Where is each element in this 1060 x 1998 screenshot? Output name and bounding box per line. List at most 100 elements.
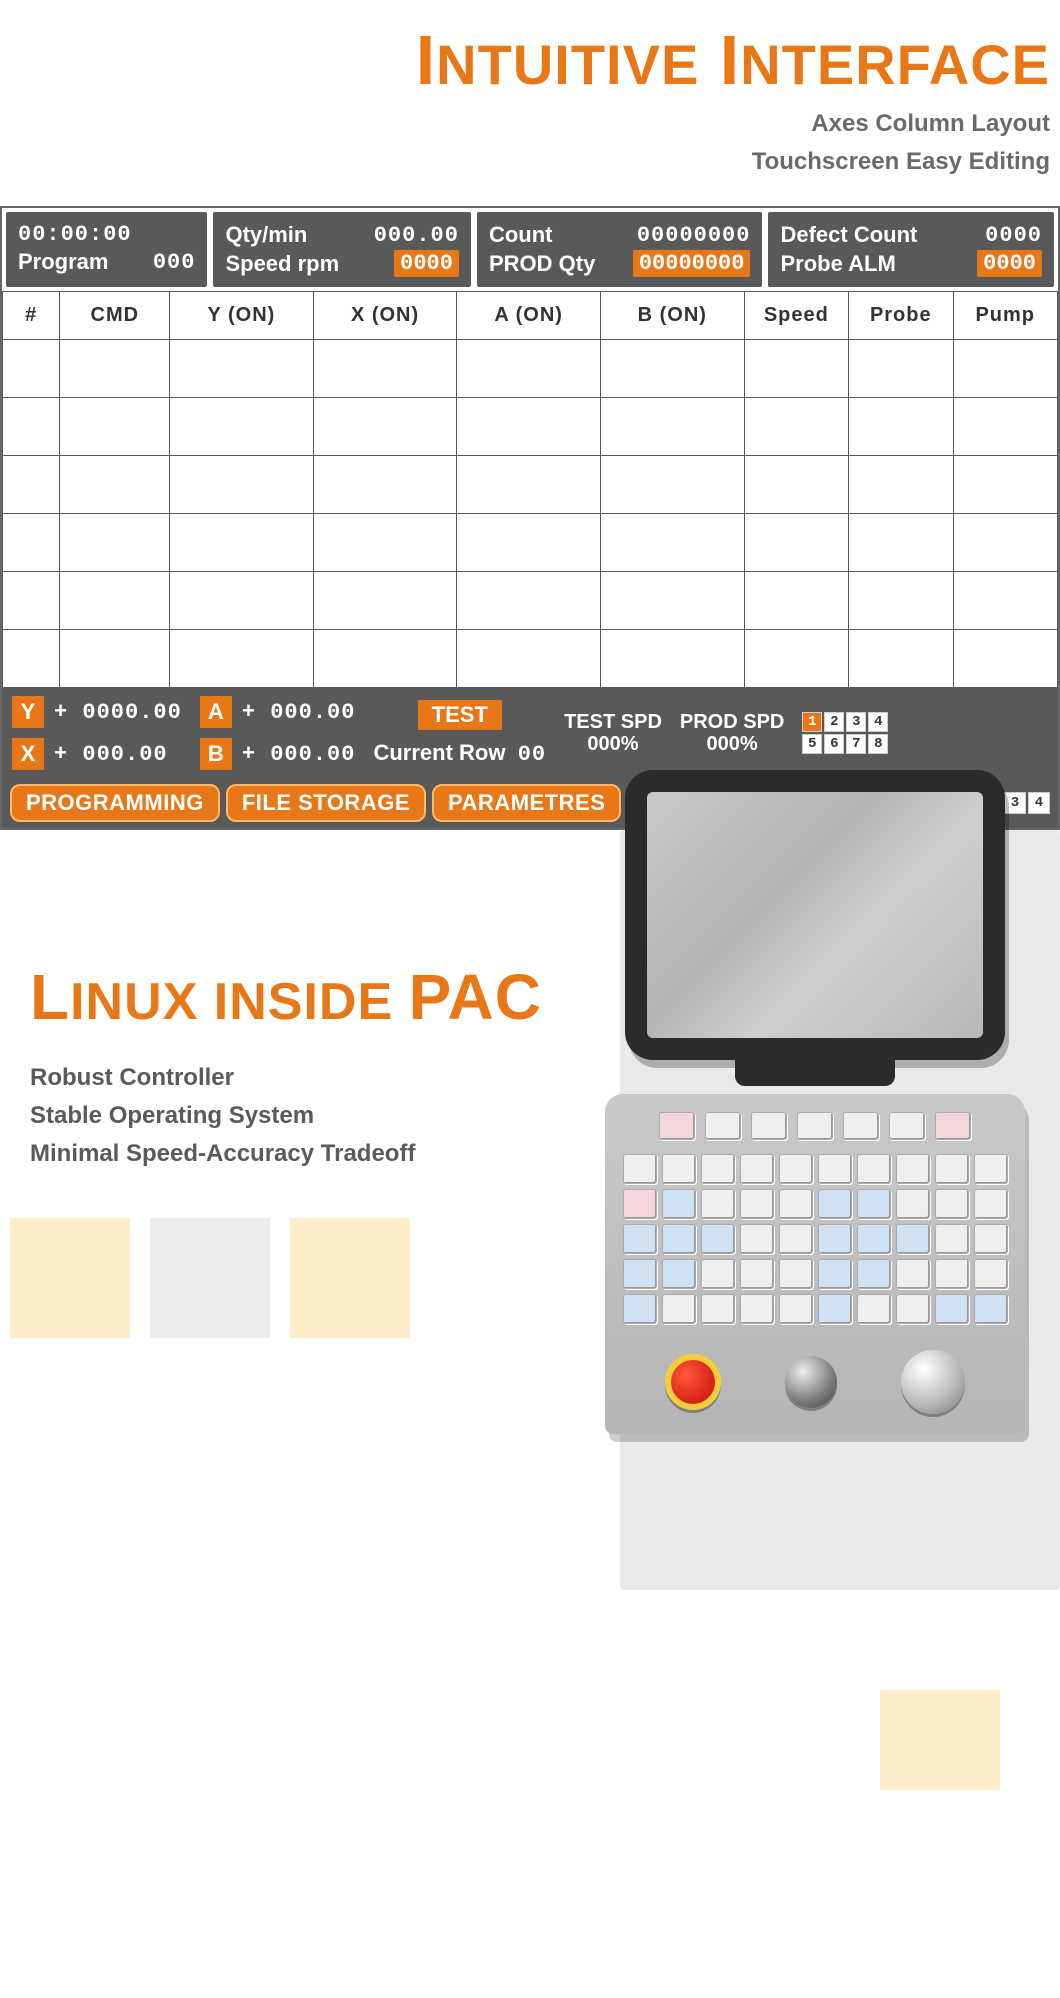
keyboard-key[interactable] [818, 1259, 852, 1289]
numpad-key-8[interactable]: 8 [868, 734, 888, 754]
keyboard-key[interactable] [818, 1189, 852, 1219]
grid-cell[interactable] [600, 630, 744, 688]
keyboard-key[interactable] [779, 1294, 813, 1324]
keyboard-key[interactable] [974, 1154, 1008, 1184]
table-row[interactable] [3, 398, 1058, 456]
grid-cell[interactable] [313, 572, 457, 630]
keyboard-key[interactable] [935, 1294, 969, 1324]
keyboard-key[interactable] [701, 1259, 735, 1289]
grid-cell[interactable] [744, 630, 848, 688]
table-row[interactable] [3, 630, 1058, 688]
grid-cell[interactable] [60, 456, 170, 514]
keyboard-key[interactable] [662, 1259, 696, 1289]
numpad-key-1[interactable]: 1 [802, 712, 822, 732]
keyboard-key[interactable] [896, 1224, 930, 1254]
grid-cell[interactable] [170, 514, 314, 572]
grid-cell[interactable] [313, 630, 457, 688]
table-row[interactable] [3, 514, 1058, 572]
table-row[interactable] [3, 340, 1058, 398]
keyboard-key[interactable] [701, 1154, 735, 1184]
grid-cell[interactable] [953, 340, 1057, 398]
grid-cell[interactable] [457, 340, 601, 398]
fn-key[interactable] [843, 1112, 879, 1140]
tab-programming[interactable]: PROGRAMMING [10, 784, 220, 822]
grid-cell[interactable] [457, 456, 601, 514]
keyboard-key[interactable] [623, 1154, 657, 1184]
grid-cell[interactable] [600, 514, 744, 572]
keyboard-key[interactable] [974, 1189, 1008, 1219]
keyboard-key[interactable] [740, 1224, 774, 1254]
grid-cell[interactable] [953, 456, 1057, 514]
grid-cell[interactable] [313, 340, 457, 398]
keyboard-key[interactable] [974, 1259, 1008, 1289]
keyboard-key[interactable] [740, 1259, 774, 1289]
test-chip[interactable]: TEST [418, 700, 502, 730]
keyboard-key[interactable] [779, 1189, 813, 1219]
grid-cell[interactable] [849, 398, 953, 456]
keyboard-key[interactable] [935, 1154, 969, 1184]
keyboard-key[interactable] [896, 1189, 930, 1219]
grid-cell[interactable] [953, 514, 1057, 572]
table-row[interactable] [3, 456, 1058, 514]
grid-cell[interactable] [3, 398, 60, 456]
keyboard-key[interactable] [701, 1189, 735, 1219]
grid-cell[interactable] [60, 630, 170, 688]
grid-cell[interactable] [600, 456, 744, 514]
grid-cell[interactable] [953, 398, 1057, 456]
program-grid[interactable]: #CMDY (ON)X (ON)A (ON)B (ON)SpeedProbePu… [2, 291, 1058, 688]
fn-key[interactable] [797, 1112, 833, 1140]
grid-cell[interactable] [313, 398, 457, 456]
keyboard-key[interactable] [857, 1294, 891, 1324]
grid-cell[interactable] [744, 572, 848, 630]
grid-cell[interactable] [60, 340, 170, 398]
grid-cell[interactable] [170, 340, 314, 398]
table-row[interactable] [3, 572, 1058, 630]
grid-cell[interactable] [3, 456, 60, 514]
keyboard-key[interactable] [857, 1259, 891, 1289]
keyboard-key[interactable] [974, 1294, 1008, 1324]
grid-cell[interactable] [600, 398, 744, 456]
keyboard-key[interactable] [623, 1294, 657, 1324]
status-numpad[interactable]: 12345678 [802, 712, 888, 754]
fn-key[interactable] [889, 1112, 925, 1140]
keyboard-key[interactable] [896, 1294, 930, 1324]
fn-key[interactable] [751, 1112, 787, 1140]
grid-cell[interactable] [170, 630, 314, 688]
grid-cell[interactable] [953, 572, 1057, 630]
keyboard-key[interactable] [818, 1224, 852, 1254]
grid-cell[interactable] [744, 514, 848, 572]
keyboard-key[interactable] [662, 1294, 696, 1324]
keyboard-key[interactable] [779, 1154, 813, 1184]
numpad-key-5[interactable]: 5 [802, 734, 822, 754]
keyboard-key[interactable] [974, 1224, 1008, 1254]
keyboard-key[interactable] [779, 1224, 813, 1254]
keyboard-key[interactable] [935, 1224, 969, 1254]
keyboard-key[interactable] [662, 1224, 696, 1254]
keyboard-key[interactable] [896, 1259, 930, 1289]
grid-cell[interactable] [3, 572, 60, 630]
grid-cell[interactable] [849, 630, 953, 688]
keyboard-key[interactable] [779, 1259, 813, 1289]
grid-cell[interactable] [457, 398, 601, 456]
numpad-key-4[interactable]: 4 [868, 712, 888, 732]
keyboard-key[interactable] [896, 1154, 930, 1184]
keyboard-key[interactable] [857, 1189, 891, 1219]
numpad-key-3[interactable]: 3 [846, 712, 866, 732]
keyboard-key[interactable] [662, 1189, 696, 1219]
tab-parametres[interactable]: PARAMETRES [432, 784, 621, 822]
knob-large[interactable] [901, 1350, 965, 1414]
keyboard-key[interactable] [701, 1294, 735, 1324]
keyboard-key[interactable] [857, 1154, 891, 1184]
keyboard-key[interactable] [701, 1224, 735, 1254]
numpad-key-6[interactable]: 6 [824, 734, 844, 754]
grid-cell[interactable] [170, 398, 314, 456]
grid-cell[interactable] [744, 456, 848, 514]
tab-file-storage[interactable]: FILE STORAGE [226, 784, 426, 822]
emergency-stop-button[interactable] [665, 1354, 721, 1410]
keyboard-key[interactable] [818, 1154, 852, 1184]
grid-cell[interactable] [849, 456, 953, 514]
grid-cell[interactable] [849, 340, 953, 398]
grid-cell[interactable] [744, 340, 848, 398]
keyboard-key[interactable] [662, 1154, 696, 1184]
fn-key[interactable] [935, 1112, 971, 1140]
